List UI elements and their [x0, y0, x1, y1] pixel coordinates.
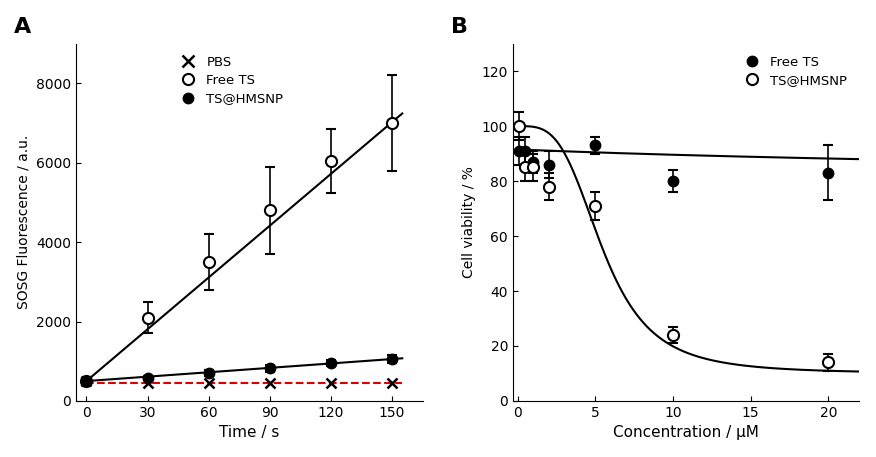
X-axis label: Time / s: Time / s: [219, 425, 279, 441]
Legend: Free TS, TS@HMSNP: Free TS, TS@HMSNP: [733, 50, 852, 92]
Text: A: A: [14, 16, 32, 37]
Legend: PBS, Free TS, TS@HMSNP: PBS, Free TS, TS@HMSNP: [169, 50, 288, 111]
X-axis label: Concentration / μM: Concentration / μM: [613, 425, 759, 441]
Y-axis label: Cell viability / %: Cell viability / %: [463, 166, 477, 278]
Y-axis label: SOSG Fluorescence / a.u.: SOSG Fluorescence / a.u.: [17, 135, 31, 309]
Text: B: B: [450, 16, 468, 37]
